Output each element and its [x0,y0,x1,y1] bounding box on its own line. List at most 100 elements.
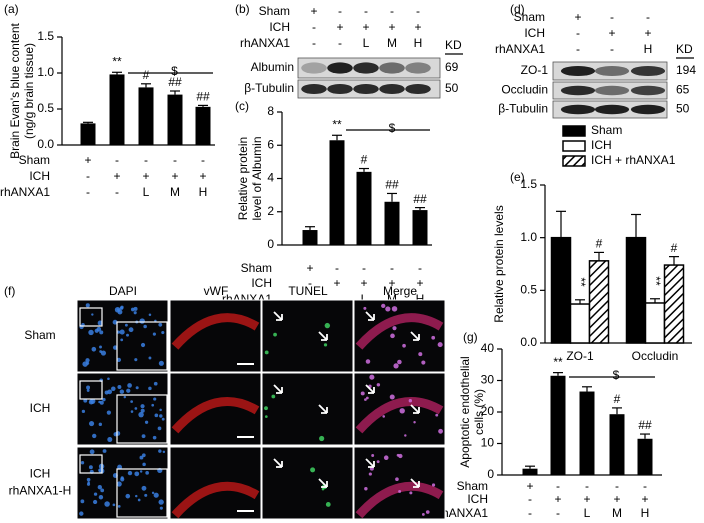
group-sign: - [416,4,420,18]
arrow [318,478,328,488]
nucleus [376,383,381,387]
nucleus [431,483,436,487]
nucleus [107,437,113,443]
nucleus [104,390,109,395]
nucleus [371,454,375,457]
arrow [273,311,283,321]
bar [579,391,595,475]
group-sign: - [390,261,394,275]
significance-label: ** [332,117,342,131]
group-name: ICH [29,169,50,183]
nucleus [144,493,148,497]
bar [637,438,653,475]
panel-label: (e) [510,170,525,184]
nucleus [397,359,402,365]
band-size: 194 [676,63,696,77]
vessel [171,396,260,434]
band-size: 65 [676,83,690,97]
nucleus [112,503,116,507]
group-sign: H [414,36,423,50]
nucleus [139,455,144,460]
legend-swatch [562,140,586,152]
nucleus [138,411,144,418]
group-sign: - [86,169,90,183]
panel-label: (f) [4,284,15,298]
nucleus [88,421,95,427]
nucleus [119,306,124,310]
micrograph [261,372,354,446]
group-sign: - [115,185,119,199]
nucleus [86,477,91,482]
nucleus [162,450,166,454]
group-sign: M [612,506,622,520]
inset-box [79,454,103,474]
group-sign: H [641,506,650,520]
legend-label: ICH [591,138,612,152]
y-tick-label: 1.0 [520,230,537,244]
nucleus [399,408,405,414]
group-sign: + [84,153,91,167]
nucleus [134,471,140,477]
nucleus [128,327,134,333]
band-name: Albumin [251,60,294,74]
group-name: ICH [269,20,290,34]
nucleus [325,502,331,507]
group-sign: H [644,42,653,56]
micrograph [261,299,354,373]
group-name: Sham [19,153,50,167]
unit-label: KD [445,38,462,52]
significance-label: # [361,153,368,167]
blot-band [405,83,431,95]
legend-label: ICH + rhANXA1 [591,153,676,167]
nucleus [98,400,101,404]
nucleus [80,461,85,465]
nucleus [111,386,116,392]
significance-label: ** [649,276,663,286]
nucleus [396,453,400,457]
nucleus [421,360,426,365]
significance-label: ** [574,277,588,287]
nucleus [96,326,102,332]
bracket-label: $ [613,368,620,382]
bar [356,171,372,245]
nucleus [421,513,425,516]
nucleus [85,303,90,308]
group-sign: - [308,292,312,306]
significance-label: ## [168,75,182,89]
nucleus [153,381,158,386]
group-sign: - [615,479,619,493]
nucleus [127,383,132,388]
nucleus [435,413,439,417]
unit-label: KD [676,42,693,56]
nucleus [117,309,123,315]
y-tick-label: 1.0 [37,65,54,79]
nucleus [85,358,90,363]
nucleus [80,499,85,504]
group-sign: + [388,20,395,34]
nucleus [124,323,128,327]
group-sign: + [310,4,317,18]
nucleus [324,322,331,329]
group-name: ICH [524,26,545,40]
nucleus [142,453,146,458]
nucleus [319,435,325,442]
group-sign: + [336,20,343,34]
nucleus [133,311,137,315]
arrow [365,384,375,394]
group-sign: M [170,185,180,199]
row-label: rhANXA1-H [9,484,72,498]
nucleus [88,329,94,336]
bar [625,236,647,344]
group-name: Sham [241,261,272,275]
group-name: Sham [457,479,488,493]
blot-band [301,62,327,74]
nucleus [381,303,386,309]
y-tick-label: 0 [487,467,494,481]
group-sign: + [641,492,648,506]
blot-band [630,85,666,96]
nucleus [93,492,98,496]
group-sign: + [414,20,421,34]
nucleus [391,306,398,312]
nucleus [271,394,276,399]
bracket-label: $ [389,121,396,135]
